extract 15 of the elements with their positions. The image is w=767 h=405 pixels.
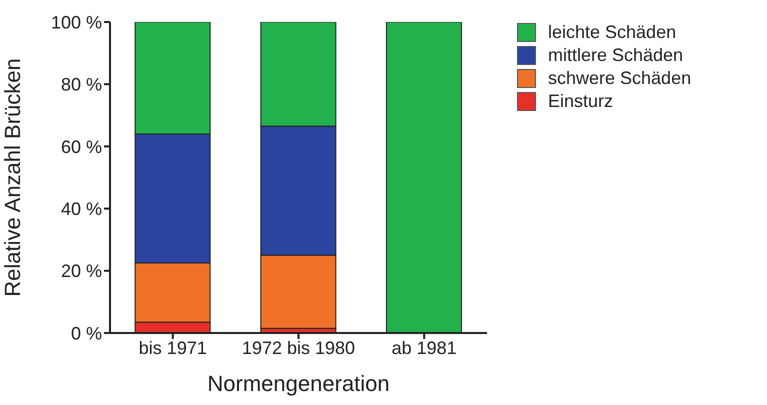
y-tick-label: 40 %	[60, 198, 102, 219]
x-tick-label: ab 1981	[392, 338, 457, 358]
x-tick-label: 1972 bis 1980	[242, 338, 356, 358]
y-tick-label: 60 %	[60, 136, 102, 157]
y-axis-title: Relative Anzahl Brücken	[0, 58, 25, 297]
y-tick-label: 20 %	[60, 261, 102, 282]
x-axis-title: Normengeneration	[207, 371, 390, 396]
legend-label: mittlere Schäden	[548, 45, 684, 66]
y-tick-label: 0 %	[70, 323, 102, 344]
legend-label: leichte Schäden	[548, 22, 676, 43]
legend-label: schwere Schäden	[548, 68, 692, 89]
legend-label: Einsturz	[548, 91, 614, 112]
x-tick-label: bis 1971	[138, 338, 207, 358]
y-tick-label: 100 %	[50, 12, 102, 32]
y-tick-label: 80 %	[60, 74, 102, 95]
